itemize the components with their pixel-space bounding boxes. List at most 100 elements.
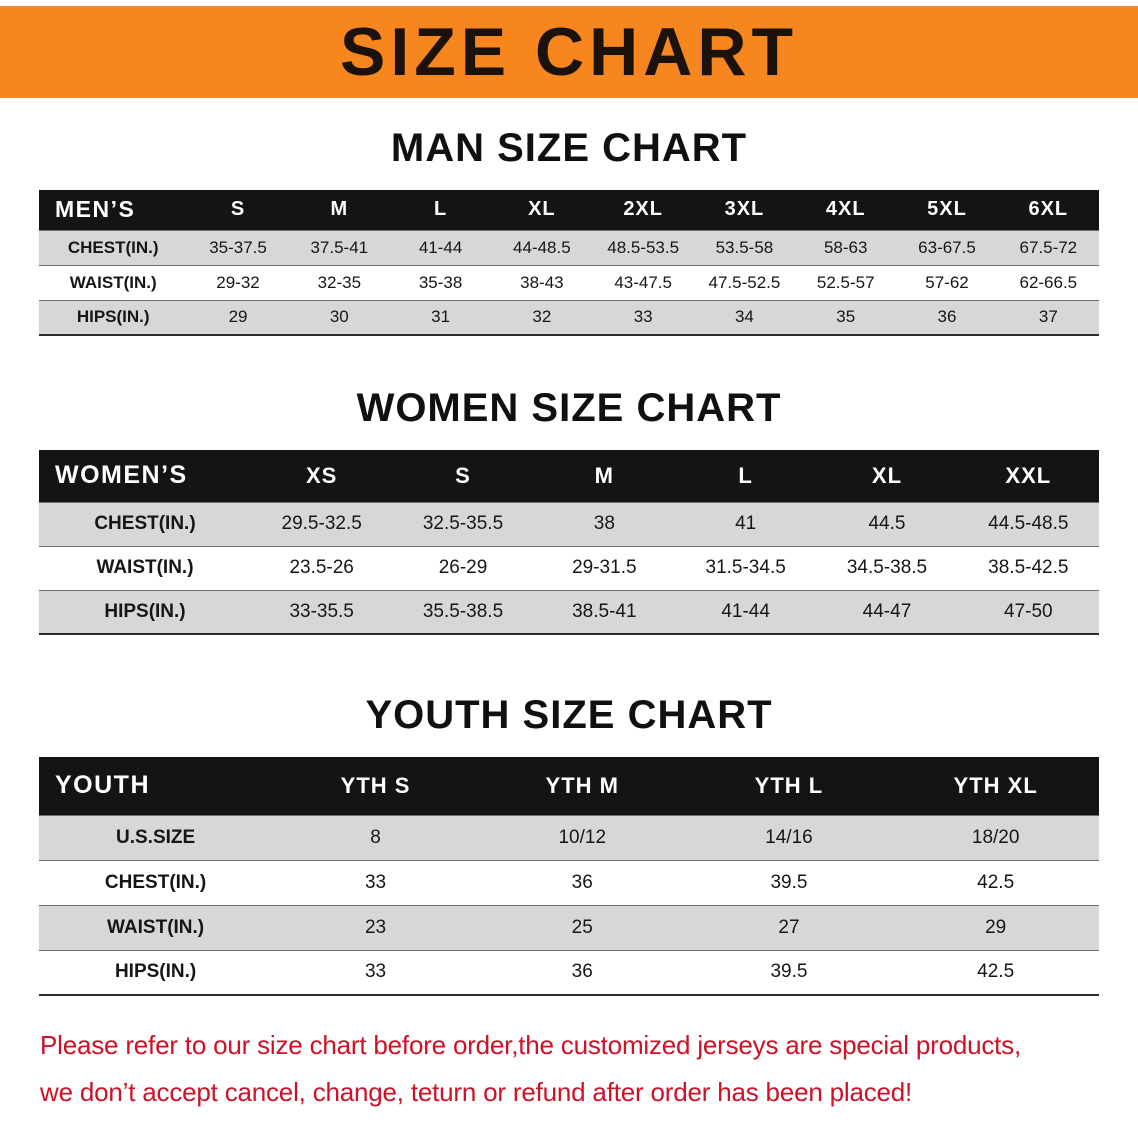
value-cell: 41-44 [418,237,463,257]
value-cell: 47-50 [1004,600,1053,622]
table-row: CHEST(IN.) 33 36 39.5 42.5 [39,860,1099,905]
size-header-cell: XL [816,450,958,502]
size-header-cell: YTH S [272,757,479,815]
value-cell: 14/16 [765,826,813,848]
size-header-cell: L [389,190,492,230]
value-cell: 36 [571,871,593,893]
row-label-cell: CHEST(IN.) [104,871,207,893]
table-row: HIPS(IN.) 29 30 31 32 33 34 35 36 37 [39,300,1099,335]
value-cell: 48.5-53.5 [607,237,680,257]
table-row: CHEST(IN.) 29.5-32.5 32.5-35.5 38 41 44.5 44.5… [39,502,1099,546]
value-cell: 67.5-72 [1019,237,1078,257]
value-cell: 39.5 [770,871,808,893]
value-cell: 37 [1038,307,1058,327]
men-size-chart-section: MAN SIZE CHART MEN’S S M L XL 2XL 3XL 4XL 5XL 6XL… [0,128,1138,336]
value-cell: 63-67.5 [918,237,976,257]
value-cell: 33 [364,961,387,983]
value-cell: 44.5-48.5 [988,513,1069,534]
value-cell: 33 [364,871,387,893]
size-header-cell: 6XL [997,190,1099,230]
size-header-cell: XL [491,190,593,230]
table-header-row: YOUTH YTH S YTH M YTH L YTH XL [39,757,1099,815]
size-header-cell: 2XL [592,190,694,230]
value-cell: 38-43 [520,272,564,292]
table-row: WAIST(IN.) 29-32 32-35 35-38 38-43 43-47.5 47.… [39,265,1099,300]
value-cell: 23 [364,916,387,938]
table-header-row: MEN’S S M L XL 2XL 3XL 4XL 5XL 6XL [39,190,1099,230]
value-cell: 23.5-26 [289,557,354,578]
value-cell: 29-31.5 [572,557,637,578]
value-cell: 18/20 [971,826,1020,848]
value-cell: 44-48.5 [513,237,571,257]
size-header-cell: L [674,450,817,502]
row-label-cell: U.S.SIZE [116,826,196,848]
page-title: SIZE CHART [340,14,798,90]
value-cell: 30 [329,307,349,327]
value-cell: 44.5 [868,513,906,534]
youth-section-heading: YOUTH SIZE CHART [365,693,773,737]
value-cell: 35-38 [418,272,463,292]
value-cell: 29.5-32.5 [281,513,362,534]
size-header-cell: S [392,450,534,502]
women-size-chart-section: WOMEN SIZE CHART WOMEN’S XS S M L XL XXL CHEST(… [0,388,1138,635]
row-label-cell: CHEST(IN.) [67,237,159,257]
men-section-heading: MAN SIZE CHART [390,126,748,170]
women-section-heading: WOMEN SIZE CHART [356,386,782,430]
value-cell: 42.5 [977,961,1015,983]
table-row: U.S.SIZE 8 10/12 14/16 18/20 [39,815,1099,860]
size-header-cell: XXL [957,450,1099,502]
size-header-cell: 4XL [795,190,897,230]
value-cell: 32-35 [317,272,362,292]
disclaimer: Please refer to our size chart before or… [40,1022,1138,1116]
size-header-cell: M [288,190,390,230]
size-chart-page: SIZE CHART MAN SIZE CHART MEN’S S M L XL 2XL 3… [0,6,1138,1138]
value-cell: 44-47 [862,600,912,622]
value-cell: 39.5 [770,961,808,983]
value-cell: 31.5-34.5 [705,557,786,578]
women-size-table: WOMEN’S XS S M L XL XXL CHEST(IN.) 29.5-32.5 32.5… [39,450,1099,635]
value-cell: 32 [532,307,552,327]
youth-size-table: YOUTH YTH S YTH M YTH L YTH XL U.S.SIZE 8 10/12… [39,757,1099,996]
row-label-cell: HIPS(IN.) [76,307,150,327]
value-cell: 10/12 [558,826,607,848]
row-label-cell: WAIST(IN.) [96,557,194,578]
table-row: HIPS(IN.) 33 36 39.5 42.5 [39,950,1099,995]
value-cell: 34 [734,307,754,327]
size-header-cell: M [533,450,675,502]
table-title-cell: YOUTH [39,757,273,815]
value-cell: 26-29 [438,557,488,578]
row-label-cell: HIPS(IN.) [114,961,197,983]
value-cell: 34.5-38.5 [846,557,928,578]
value-cell: 36 [571,961,593,983]
value-cell: 35-37.5 [209,237,267,257]
size-header-cell: S [187,190,289,230]
value-cell: 41 [735,513,757,534]
value-cell: 29 [985,916,1007,938]
size-header-cell: YTH M [478,757,686,815]
value-cell: 31 [431,307,451,327]
men-size-table: MEN’S S M L XL 2XL 3XL 4XL 5XL 6XL CHEST(IN.) 35-37… [39,190,1099,336]
value-cell: 36 [937,307,957,327]
value-cell: 38 [593,513,615,534]
value-cell: 29 [228,307,248,327]
value-cell: 52.5-57 [816,272,875,292]
value-cell: 33-35.5 [289,600,354,622]
row-label-cell: HIPS(IN.) [104,600,186,622]
value-cell: 57-62 [925,272,969,292]
size-header-cell: 3XL [693,190,796,230]
value-cell: 25 [571,916,593,938]
value-cell: 27 [778,916,800,938]
table-row: CHEST(IN.) 35-37.5 37.5-41 41-44 44-48.5 48.5… [39,230,1099,265]
row-label-cell: WAIST(IN.) [69,272,157,292]
value-cell: 35.5-38.5 [422,600,504,622]
value-cell: 29-32 [216,272,260,292]
size-header-cell: YTH L [685,757,893,815]
value-cell: 47.5-52.5 [708,272,781,292]
table-title-cell: MEN’S [39,190,188,230]
value-cell: 8 [370,826,381,848]
table-header-row: WOMEN’S XS S M L XL XXL [39,450,1099,502]
size-header-cell: 5XL [896,190,998,230]
value-cell: 37.5-41 [310,237,369,257]
value-cell: 43-47.5 [614,272,672,292]
value-cell: 53.5-58 [715,237,774,257]
